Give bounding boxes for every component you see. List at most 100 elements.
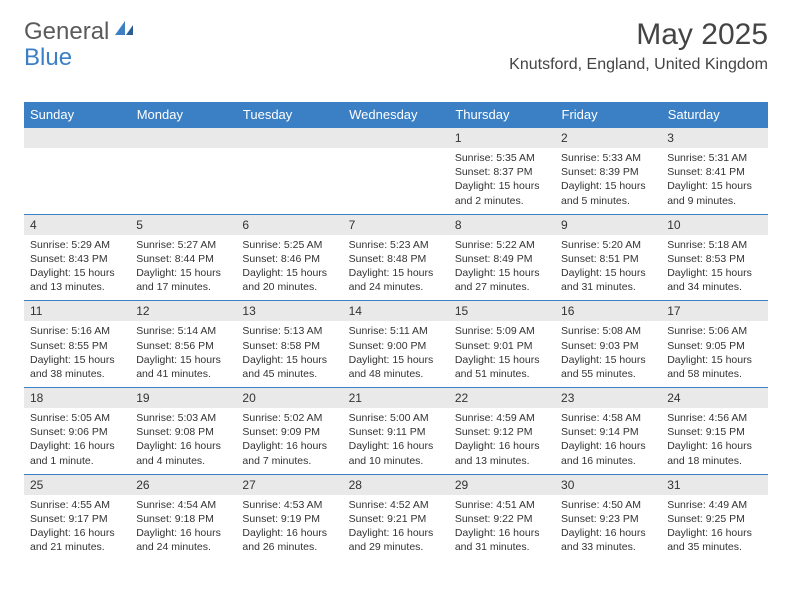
day-number: 24 — [661, 388, 767, 409]
sunrise-text: Sunrise: 4:56 AM — [667, 411, 761, 425]
sunset-text: Sunset: 9:21 PM — [349, 512, 443, 526]
day-cell: Sunrise: 5:35 AMSunset: 8:37 PMDaylight:… — [449, 148, 555, 214]
sunset-text: Sunset: 9:12 PM — [455, 425, 549, 439]
day-cell: Sunrise: 4:58 AMSunset: 9:14 PMDaylight:… — [555, 408, 661, 474]
day-cell: Sunrise: 5:00 AMSunset: 9:11 PMDaylight:… — [343, 408, 449, 474]
daylight-text: Daylight: 15 hours and 20 minutes. — [242, 266, 336, 294]
sunset-text: Sunset: 9:22 PM — [455, 512, 549, 526]
sunset-text: Sunset: 8:41 PM — [667, 165, 761, 179]
daylight-text: Daylight: 15 hours and 17 minutes. — [136, 266, 230, 294]
daylight-text: Daylight: 15 hours and 41 minutes. — [136, 353, 230, 381]
day-cell: Sunrise: 4:49 AMSunset: 9:25 PMDaylight:… — [661, 495, 767, 561]
logo: General — [24, 18, 137, 46]
day-number: 14 — [343, 301, 449, 322]
sunrise-text: Sunrise: 5:00 AM — [349, 411, 443, 425]
header: General May 2025 Knutsford, England, Uni… — [24, 18, 768, 74]
location-text: Knutsford, England, United Kingdom — [509, 56, 768, 74]
day-cell: . — [130, 148, 236, 214]
sunrise-text: Sunrise: 5:20 AM — [561, 238, 655, 252]
calendar-table: Sunday Monday Tuesday Wednesday Thursday… — [24, 102, 768, 560]
sunset-text: Sunset: 9:19 PM — [242, 512, 336, 526]
day-number: 9 — [555, 214, 661, 235]
day-cell: Sunrise: 5:11 AMSunset: 9:00 PMDaylight:… — [343, 321, 449, 387]
daylight-text: Daylight: 16 hours and 21 minutes. — [30, 526, 124, 554]
day-number: 4 — [24, 214, 130, 235]
logo-sub: Blue — [24, 44, 72, 72]
daylight-text: Daylight: 15 hours and 48 minutes. — [349, 353, 443, 381]
day-number-row: 11121314151617 — [24, 301, 768, 322]
daylight-text: Daylight: 15 hours and 34 minutes. — [667, 266, 761, 294]
day-cell: . — [236, 148, 342, 214]
sunset-text: Sunset: 8:56 PM — [136, 339, 230, 353]
day-content-row: ....Sunrise: 5:35 AMSunset: 8:37 PMDayli… — [24, 148, 768, 214]
day-number: 21 — [343, 388, 449, 409]
day-number: 23 — [555, 388, 661, 409]
sunrise-text: Sunrise: 4:52 AM — [349, 498, 443, 512]
day-content-row: Sunrise: 5:05 AMSunset: 9:06 PMDaylight:… — [24, 408, 768, 474]
daylight-text: Daylight: 16 hours and 26 minutes. — [242, 526, 336, 554]
sunset-text: Sunset: 9:11 PM — [349, 425, 443, 439]
day-number: 8 — [449, 214, 555, 235]
day-cell: Sunrise: 4:56 AMSunset: 9:15 PMDaylight:… — [661, 408, 767, 474]
sunrise-text: Sunrise: 5:23 AM — [349, 238, 443, 252]
day-number: 11 — [24, 301, 130, 322]
daylight-text: Daylight: 16 hours and 10 minutes. — [349, 439, 443, 467]
calendar-head: Sunday Monday Tuesday Wednesday Thursday… — [24, 102, 768, 128]
day-number-row: 45678910 — [24, 214, 768, 235]
day-number: 17 — [661, 301, 767, 322]
sunset-text: Sunset: 9:01 PM — [455, 339, 549, 353]
daylight-text: Daylight: 15 hours and 5 minutes. — [561, 179, 655, 207]
daylight-text: Daylight: 16 hours and 7 minutes. — [242, 439, 336, 467]
daylight-text: Daylight: 15 hours and 51 minutes. — [455, 353, 549, 381]
sunset-text: Sunset: 8:43 PM — [30, 252, 124, 266]
sunset-text: Sunset: 9:18 PM — [136, 512, 230, 526]
sunset-text: Sunset: 9:25 PM — [667, 512, 761, 526]
sunset-text: Sunset: 9:06 PM — [30, 425, 124, 439]
sunset-text: Sunset: 8:53 PM — [667, 252, 761, 266]
day-cell: Sunrise: 4:59 AMSunset: 9:12 PMDaylight:… — [449, 408, 555, 474]
title-block: May 2025 Knutsford, England, United King… — [509, 18, 768, 74]
day-cell: Sunrise: 5:13 AMSunset: 8:58 PMDaylight:… — [236, 321, 342, 387]
day-number: 3 — [661, 128, 767, 149]
calendar-body: 123....Sunrise: 5:35 AMSunset: 8:37 PMDa… — [24, 128, 768, 561]
day-number: 22 — [449, 388, 555, 409]
day-cell: Sunrise: 5:25 AMSunset: 8:46 PMDaylight:… — [236, 235, 342, 301]
day-number: 16 — [555, 301, 661, 322]
day-content-row: Sunrise: 5:16 AMSunset: 8:55 PMDaylight:… — [24, 321, 768, 387]
sunset-text: Sunset: 8:39 PM — [561, 165, 655, 179]
day-content-row: Sunrise: 5:29 AMSunset: 8:43 PMDaylight:… — [24, 235, 768, 301]
day-number: 5 — [130, 214, 236, 235]
sunrise-text: Sunrise: 5:33 AM — [561, 151, 655, 165]
day-cell: Sunrise: 5:05 AMSunset: 9:06 PMDaylight:… — [24, 408, 130, 474]
sunset-text: Sunset: 8:49 PM — [455, 252, 549, 266]
day-header: Friday — [555, 102, 661, 128]
day-number: 6 — [236, 214, 342, 235]
sunrise-text: Sunrise: 5:18 AM — [667, 238, 761, 252]
day-content-row: Sunrise: 4:55 AMSunset: 9:17 PMDaylight:… — [24, 495, 768, 561]
day-number: 27 — [236, 474, 342, 495]
day-number — [236, 128, 342, 149]
sunrise-text: Sunrise: 5:35 AM — [455, 151, 549, 165]
daylight-text: Daylight: 15 hours and 31 minutes. — [561, 266, 655, 294]
logo-text-general: General — [24, 18, 109, 46]
daylight-text: Daylight: 16 hours and 35 minutes. — [667, 526, 761, 554]
daylight-text: Daylight: 15 hours and 45 minutes. — [242, 353, 336, 381]
day-number-row: 123 — [24, 128, 768, 149]
sunset-text: Sunset: 9:08 PM — [136, 425, 230, 439]
sunset-text: Sunset: 9:09 PM — [242, 425, 336, 439]
day-number: 12 — [130, 301, 236, 322]
daylight-text: Daylight: 15 hours and 38 minutes. — [30, 353, 124, 381]
sunrise-text: Sunrise: 5:11 AM — [349, 324, 443, 338]
logo-text-blue: Blue — [24, 44, 72, 71]
sunrise-text: Sunrise: 5:22 AM — [455, 238, 549, 252]
day-cell: Sunrise: 4:52 AMSunset: 9:21 PMDaylight:… — [343, 495, 449, 561]
sunset-text: Sunset: 8:37 PM — [455, 165, 549, 179]
sunset-text: Sunset: 9:05 PM — [667, 339, 761, 353]
daylight-text: Daylight: 16 hours and 1 minute. — [30, 439, 124, 467]
daylight-text: Daylight: 15 hours and 13 minutes. — [30, 266, 124, 294]
day-cell: Sunrise: 5:09 AMSunset: 9:01 PMDaylight:… — [449, 321, 555, 387]
month-title: May 2025 — [509, 18, 768, 52]
day-number: 28 — [343, 474, 449, 495]
sunset-text: Sunset: 9:14 PM — [561, 425, 655, 439]
daylight-text: Daylight: 16 hours and 4 minutes. — [136, 439, 230, 467]
